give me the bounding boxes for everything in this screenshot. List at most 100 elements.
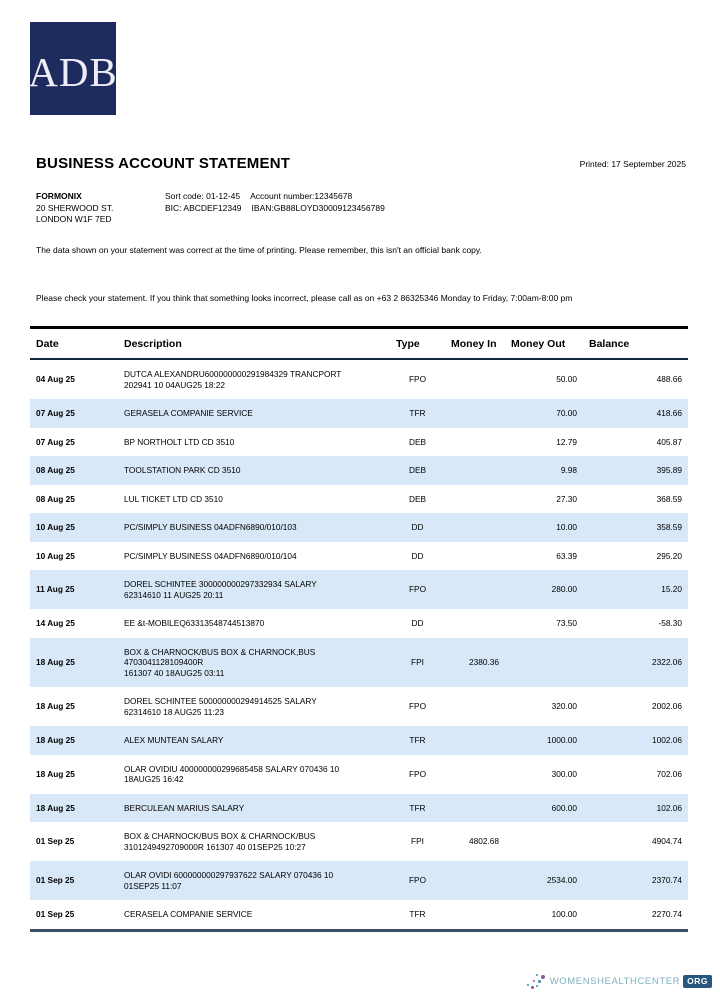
transaction-date: 14 Aug 25 — [36, 618, 75, 628]
transaction-money-in — [445, 428, 505, 457]
bic: BIC: ABCDEF12349 — [165, 202, 242, 213]
transaction-description: BOX & CHARNOCK/BUS BOX & CHARNOCK/BUS 310… — [124, 831, 316, 852]
transaction-money-in — [445, 359, 505, 399]
transaction-type: DEB — [408, 465, 427, 475]
transaction-balance: 4904.74 — [652, 836, 682, 847]
column-header-money-out: Money Out — [505, 326, 583, 360]
transaction-money-out: 2534.00 — [547, 875, 577, 886]
transaction-money-in — [445, 570, 505, 609]
transaction-type: TFR — [409, 735, 426, 745]
transaction-money-in — [445, 726, 505, 755]
transaction-date: 08 Aug 25 — [36, 493, 75, 504]
footer-site-name: WOMENSHEALTHCENTER — [549, 975, 681, 987]
transaction-description: OLAR OVIDIU 400000000299685458 SALARY 07… — [124, 763, 340, 785]
transaction-money-out: 10.00 — [556, 522, 577, 532]
transaction-description: DOREL SCHINTEE 300000000297332934 SALARY… — [124, 579, 317, 600]
transaction-description: TOOLSTATION PARK CD 3510 — [124, 465, 241, 475]
transaction-type: DEB — [408, 493, 427, 504]
transaction-money-in — [445, 399, 505, 428]
table-row: 01 Sep 25 OLAR OVIDI 600000000297937622 S… — [30, 861, 688, 900]
transaction-date: 18 Aug 25 — [36, 701, 75, 712]
check-statement-notice: Please check your statement. If you thin… — [36, 293, 573, 303]
transaction-money-out: 280.00 — [551, 584, 577, 595]
table-row: 10 Aug 25 PC/SIMPLY BUSINESS 04ADFN6890/0… — [30, 513, 688, 542]
transaction-money-in: 4802.68 — [469, 836, 499, 847]
transaction-money-out: 70.00 — [556, 408, 577, 418]
transaction-balance: 2270.74 — [652, 909, 682, 919]
transaction-type: DD — [411, 618, 424, 628]
transaction-date: 01 Sep 25 — [36, 836, 75, 847]
transaction-type: FPO — [408, 768, 427, 779]
transaction-date: 18 Aug 25 — [36, 735, 75, 745]
transaction-type: DD — [411, 550, 424, 561]
transaction-date: 18 Aug 25 — [36, 768, 75, 779]
transaction-balance: 368.59 — [656, 493, 682, 504]
transaction-balance: 488.66 — [656, 374, 682, 385]
transaction-type: FPO — [408, 374, 427, 385]
table-row: 04 Aug 25 DUTCA ALEXANDRU6000000002919843… — [30, 359, 688, 399]
transactions-body: 04 Aug 25 DUTCA ALEXANDRU6000000002919843… — [30, 359, 688, 930]
transaction-type: FPO — [408, 584, 427, 595]
transaction-date: 08 Aug 25 — [36, 465, 75, 475]
transaction-description: CERASELA COMPANIE SERVICE — [124, 909, 253, 919]
transaction-money-out: 100.00 — [551, 909, 577, 919]
transaction-date: 18 Aug 25 — [36, 657, 75, 667]
transaction-money-out: 320.00 — [551, 701, 577, 712]
table-row: 10 Aug 25 PC/SIMPLY BUSINESS 04ADFN6890/0… — [30, 542, 688, 571]
transactions-table: Date Description Type Money In Money Out Bala… — [30, 326, 688, 932]
table-row: 08 Aug 25 LUL TICKET LTD CD 3510 DEB 27.30 3… — [30, 485, 688, 514]
bank-logo-text: ADB — [28, 49, 118, 95]
transaction-type: DD — [411, 522, 424, 532]
account-number: Account number:12345678 — [250, 191, 353, 201]
transaction-description: OLAR OVIDI 600000000297937622 SALARY 070… — [124, 870, 334, 891]
transaction-balance: 702.06 — [656, 768, 682, 779]
transaction-money-out: 63.39 — [556, 550, 577, 561]
transaction-description: DUTCA ALEXANDRU600000000291984329 TRANCP… — [124, 369, 342, 390]
transaction-description: PC/SIMPLY BUSINESS 04ADFN6890/010/103 — [124, 522, 297, 532]
transaction-date: 01 Sep 25 — [36, 875, 75, 886]
transaction-money-in — [445, 456, 505, 485]
transaction-money-out — [505, 638, 583, 688]
address-line-2: LONDON W1F 7ED — [36, 214, 112, 224]
transaction-balance: 395.89 — [656, 465, 682, 475]
table-row: 18 Aug 25 DOREL SCHINTEE 5000000002949145… — [30, 687, 688, 726]
footer-dots-icon — [525, 972, 547, 990]
transaction-balance: 2322.06 — [652, 657, 682, 667]
address-line-1: 20 SHERWOOD ST. — [36, 202, 114, 213]
transaction-balance: 15.20 — [661, 584, 682, 595]
column-header-date: Date — [30, 326, 118, 360]
transaction-balance: 1002.06 — [652, 735, 682, 745]
table-row: 08 Aug 25 TOOLSTATION PARK CD 3510 DEB 9.98… — [30, 456, 688, 485]
column-header-balance: Balance — [583, 326, 688, 360]
transaction-money-out: 300.00 — [551, 768, 577, 779]
transaction-balance: 358.59 — [656, 522, 682, 532]
sort-code: Sort code: 01-12-45 — [165, 191, 241, 201]
transaction-balance: 418.66 — [656, 408, 682, 418]
table-row: 07 Aug 25 GERASELA COMPANIE SERVICE TFR 70.… — [30, 399, 688, 428]
transaction-type: TFR — [409, 909, 426, 919]
table-header-row: Date Description Type Money In Money Out Bala… — [30, 326, 688, 360]
account-details-line-1: Sort code: 01-12-45 Account number:123456… — [165, 191, 385, 203]
transaction-money-in — [445, 485, 505, 514]
transaction-date: 07 Aug 25 — [36, 408, 75, 418]
transaction-money-out: 27.30 — [556, 493, 577, 504]
transaction-date: 01 Sep 25 — [36, 909, 75, 919]
transaction-money-in — [445, 900, 505, 930]
account-details-line-2: BIC: ABCDEF12349 IBAN:GB88LOYD30009123456… — [165, 203, 385, 215]
transaction-money-out: 12.79 — [556, 436, 577, 447]
transaction-money-in — [445, 542, 505, 571]
transaction-date: 18 Aug 25 — [36, 802, 75, 813]
transaction-money-in — [445, 513, 505, 542]
transaction-balance: 2370.74 — [652, 875, 682, 886]
transaction-description: LUL TICKET LTD CD 3510 — [124, 493, 223, 504]
transaction-description: BOX & CHARNOCK/BUS BOX & CHARNOCK,BUS 47… — [124, 646, 316, 678]
transaction-description: DOREL SCHINTEE 500000000294914525 SALARY… — [124, 696, 317, 717]
table-row: 01 Sep 25 CERASELA COMPANIE SERVICE TFR 100… — [30, 900, 688, 930]
transaction-date: 07 Aug 25 — [36, 436, 75, 447]
table-row: 18 Aug 25 ALEX MUNTEAN SALARY TFR 1000.00 10… — [30, 726, 688, 755]
table-row: 01 Sep 25 BOX & CHARNOCK/BUS BOX & CHARNO… — [30, 822, 688, 861]
page-title: BUSINESS ACCOUNT STATEMENT — [36, 155, 291, 172]
transaction-type: TFR — [409, 802, 426, 813]
transaction-type: FPI — [411, 657, 424, 667]
transaction-type: FPI — [411, 836, 424, 847]
